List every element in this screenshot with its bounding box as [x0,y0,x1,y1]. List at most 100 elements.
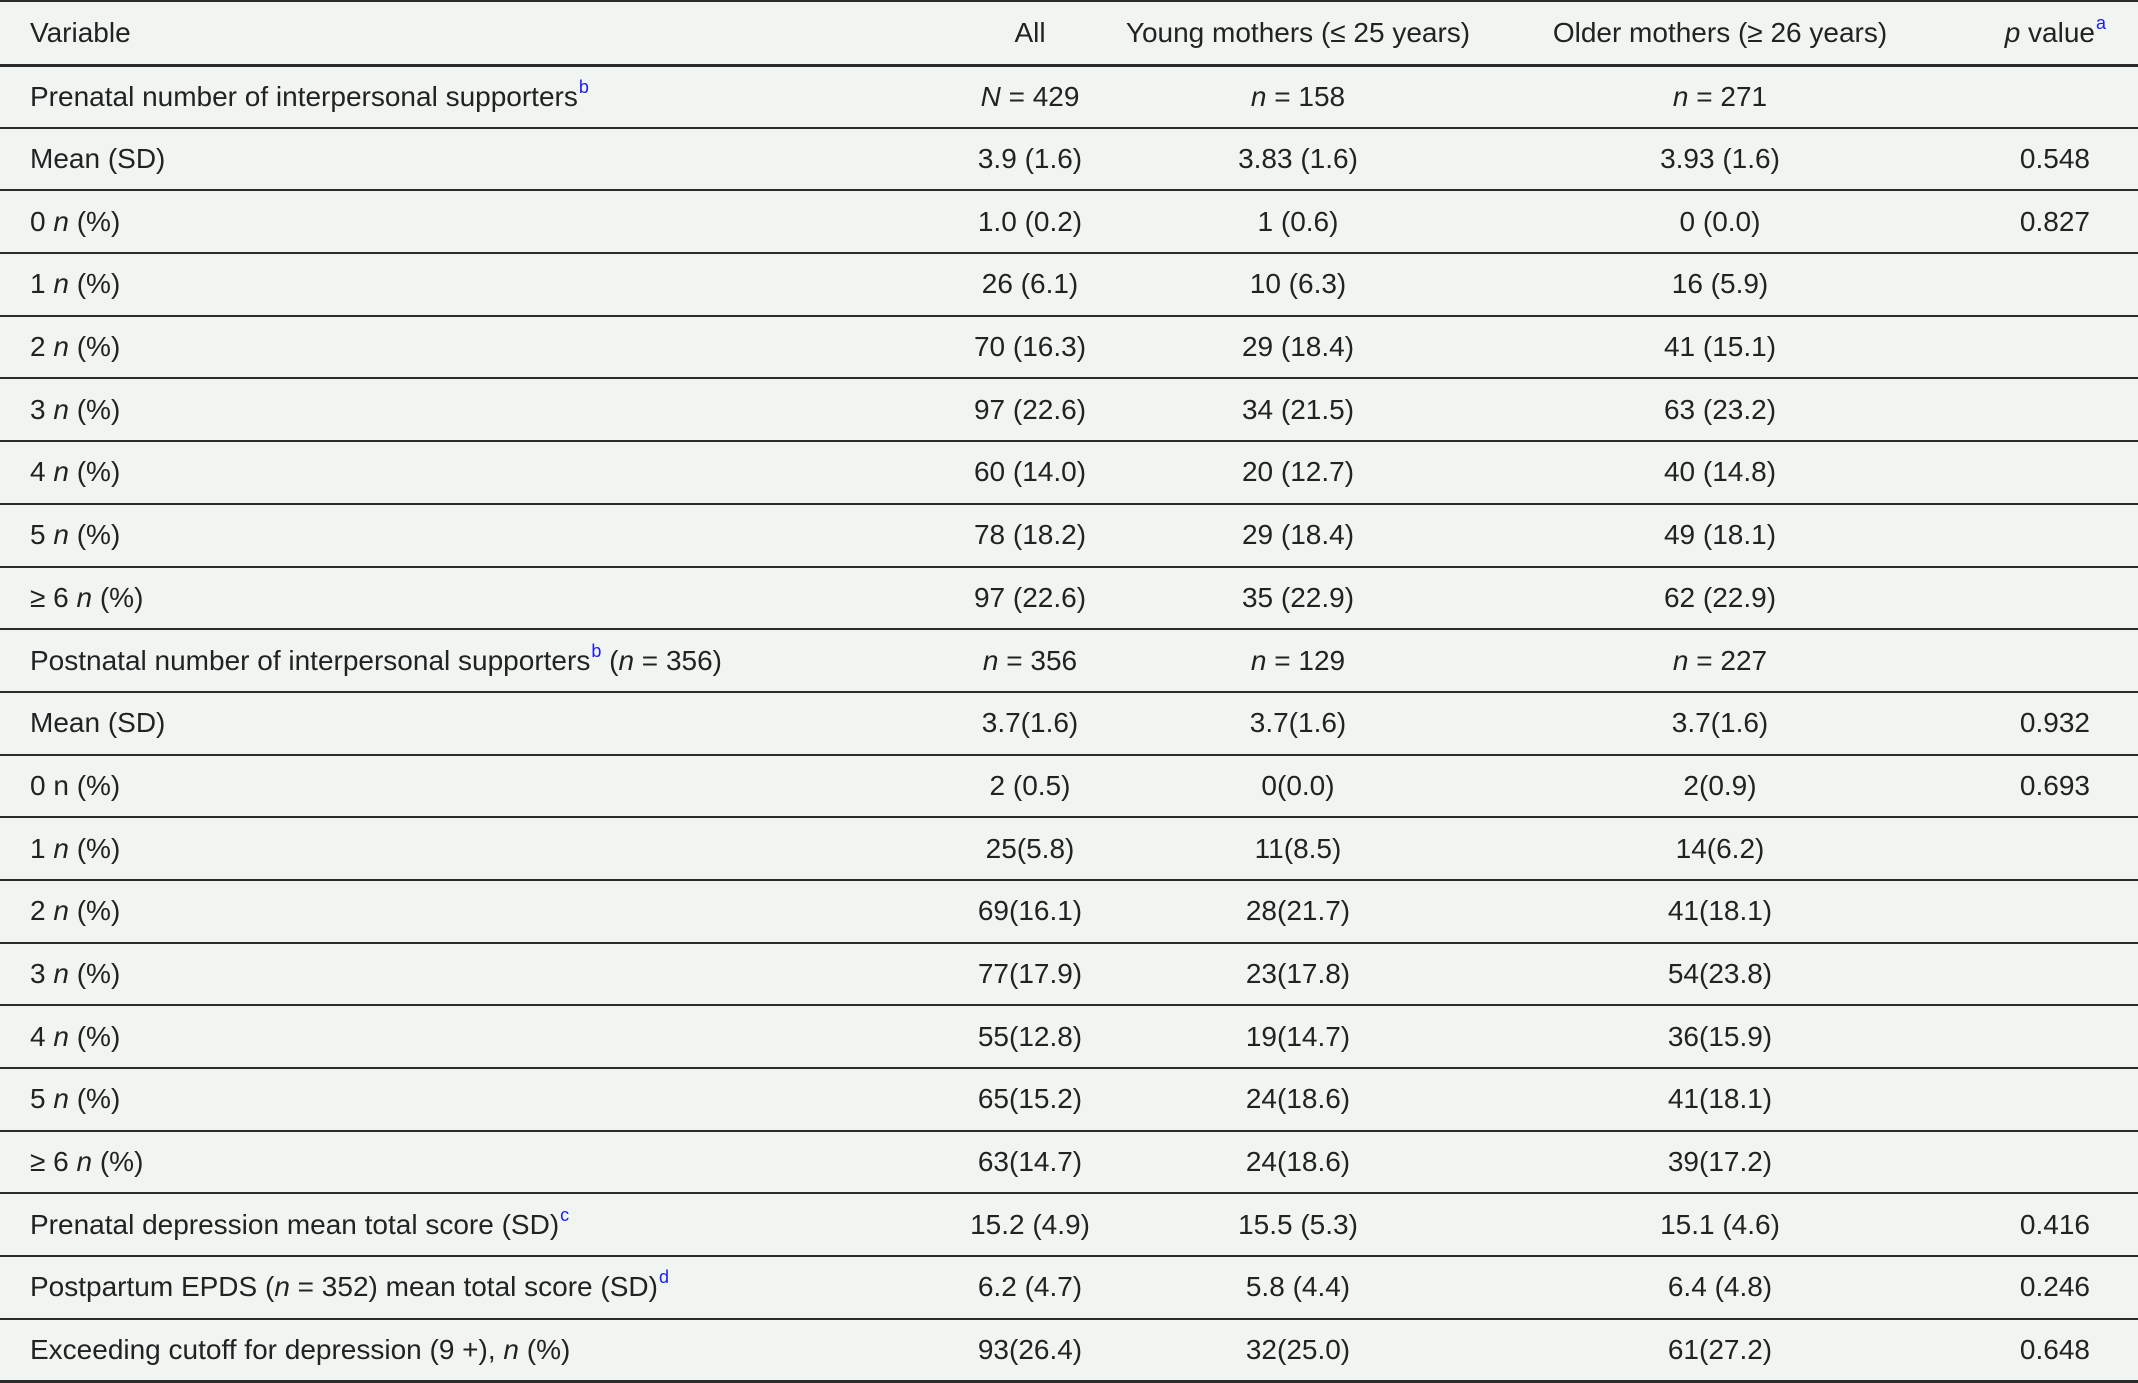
cell-variable: 2 n (%) [0,879,960,944]
text-part: 3 [30,957,54,989]
text-part: (%) [68,205,121,237]
italic-text: n [76,1146,93,1178]
cell-young-mothers: 1 (0.6) [1100,190,1496,255]
table-row: 4 n (%) 55(12.8) 19(14.7) 36(15.9) [0,1005,2138,1069]
header-young-mothers: Young mothers (≤ 25 years) [1100,0,1496,67]
text-part: 1 [30,832,54,864]
header-p-value-italic: p [2004,16,2021,48]
cell-all: 26 (6.1) [960,253,1100,317]
text-part: (%) [68,331,121,363]
cell-variable: 5 n (%) [0,1068,960,1132]
text-part: = 356) [634,644,722,676]
table-row: ≥ 6 n (%) 97 (22.6) 35 (22.9) 62 (22.9) [0,566,2138,631]
italic-text: n [274,1271,290,1303]
text-part: 5 [30,519,54,551]
table-row: Prenatal depression mean total score (SD… [0,1193,2138,1258]
cell-p-value: 0.246 [1944,1256,2138,1320]
cell-all: 6.2 (4.7) [960,1256,1100,1320]
text-part: (%) [68,957,121,989]
cell-young-mothers: 29 (18.4) [1100,315,1496,380]
italic-text: n [53,331,69,363]
table-row: Mean (SD) 3.7(1.6) 3.7(1.6) 3.7(1.6) 0.932 [0,691,2138,756]
cell-variable: 0 n (%) [0,190,960,255]
cell-young-mothers: 24(18.6) [1100,1130,1496,1195]
table-row: 0 n (%) 2 (0.5) 0(0.0) 2(0.9) 0.693 [0,754,2138,819]
table-row: 1 n (%) 25(5.8) 11(8.5) 14(6.2) [0,817,2138,881]
text-part: Prenatal number of interpersonal support… [30,80,578,112]
cell-all: 93(26.4) [960,1318,1100,1383]
cell-young-mothers: 23(17.8) [1100,942,1496,1007]
cell-young-mothers: 5.8 (4.4) [1100,1256,1496,1320]
cell-young-mothers: 28(21.7) [1100,879,1496,944]
cell-older-mothers: 36(15.9) [1496,1005,1944,1069]
cell-variable: 5 n (%) [0,503,960,568]
cell-p-value [1944,253,2138,317]
cell-variable: 1 n (%) [0,817,960,881]
table-row: Prenatal number of interpersonal support… [0,65,2138,129]
cell-older-mothers: 49 (18.1) [1496,503,1944,568]
cell-young-mothers: 35 (22.9) [1100,566,1496,631]
text-part: (%) [68,895,121,927]
header-variable: Variable [0,0,960,67]
cell-older-mothers: 0 (0.0) [1496,190,1944,255]
cell-all: 97 (22.6) [960,378,1100,443]
cell-variable: 0 n (%) [0,754,960,819]
cell-all: 78 (18.2) [960,503,1100,568]
text-part: 0 [30,205,54,237]
cell-variable: 2 n (%) [0,315,960,380]
text-part: Mean (SD) [30,143,166,175]
text-part: 4 [30,456,54,488]
cell-all: 1.0 (0.2) [960,190,1100,255]
cell-older-mothers: 39(17.2) [1496,1130,1944,1195]
text-part: 2 [30,895,54,927]
cell-older-mothers: 16 (5.9) [1496,253,1944,317]
cell-variable: Postpartum EPDS (n = 352) mean total sco… [0,1256,960,1320]
cell-all: N = 429 [960,65,1100,129]
text-part: Prenatal depression mean total score (SD… [30,1208,560,1240]
cell-all: 15.2 (4.9) [960,1193,1100,1258]
text-part: = 271 [1688,80,1768,112]
table-row: 5 n (%) 78 (18.2) 29 (18.4) 49 (18.1) [0,503,2138,568]
italic-text: n [53,205,69,237]
table-row: Exceeding cutoff for depression (9 +), n… [0,1318,2138,1383]
table-row: Postpartum EPDS (n = 352) mean total sco… [0,1256,2138,1320]
cell-all: 70 (16.3) [960,315,1100,380]
text-part: (%) [519,1333,571,1365]
italic-text: n [76,581,93,613]
cell-all: 69(16.1) [960,879,1100,944]
cell-older-mothers: 3.7(1.6) [1496,691,1944,756]
italic-text: n [618,644,635,676]
text-part: 3 [30,393,54,425]
table-row: 5 n (%) 65(15.2) 24(18.6) 41(18.1) [0,1068,2138,1132]
cell-variable: Prenatal number of interpersonal support… [0,65,960,129]
italic-text: n [53,895,69,927]
footnote-marker: c [560,1204,570,1225]
cell-young-mothers: 20 (12.7) [1100,441,1496,505]
text-part: (%) [92,581,144,613]
table-row: 3 n (%) 77(17.9) 23(17.8) 54(23.8) [0,942,2138,1007]
text-part: = 227 [1688,644,1768,676]
cell-p-value [1944,1068,2138,1132]
table-row: 2 n (%) 69(16.1) 28(21.7) 41(18.1) [0,879,2138,944]
table-row: ≥ 6 n (%) 63(14.7) 24(18.6) 39(17.2) [0,1130,2138,1195]
header-older-mothers: Older mothers (≥ 26 years) [1496,0,1944,67]
italic-text: n [1250,644,1267,676]
cell-older-mothers: 40 (14.8) [1496,441,1944,505]
cell-all: 63(14.7) [960,1130,1100,1195]
cell-variable: Exceeding cutoff for depression (9 +), n… [0,1318,960,1383]
cell-older-mothers: 2(0.9) [1496,754,1944,819]
cell-older-mothers: 15.1 (4.6) [1496,1193,1944,1258]
text-part: ≥ 6 [30,581,77,613]
text-part: ≥ 6 [30,1146,77,1178]
cell-older-mothers: 41 (15.1) [1496,315,1944,380]
cell-p-value [1944,566,2138,631]
text-part: (%) [68,1083,121,1115]
cell-p-value: 0.416 [1944,1193,2138,1258]
cell-p-value: 0.932 [1944,691,2138,756]
cell-variable: ≥ 6 n (%) [0,566,960,631]
text-part: 2 [30,331,54,363]
text-part: Postpartum EPDS ( [30,1271,275,1303]
table-row: 2 n (%) 70 (16.3) 29 (18.4) 41 (15.1) [0,315,2138,380]
footnote-marker: b [591,640,602,661]
